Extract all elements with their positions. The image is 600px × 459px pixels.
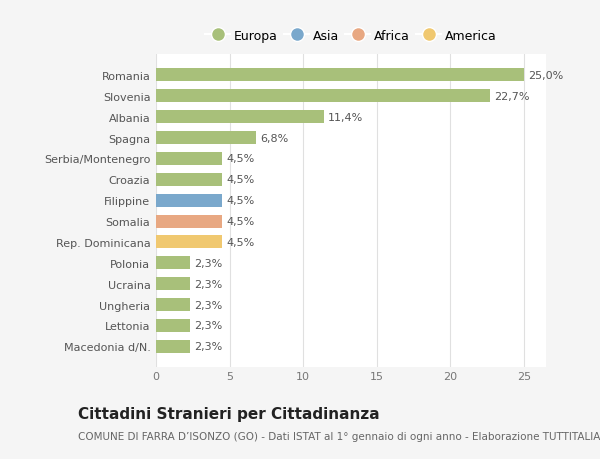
Text: 6,8%: 6,8% (260, 133, 289, 143)
Bar (156, 174, 222, 186)
Text: 4,5%: 4,5% (227, 196, 255, 206)
Bar (156, 215, 222, 228)
Text: 2,3%: 2,3% (194, 300, 223, 310)
Text: 22,7%: 22,7% (494, 91, 530, 101)
Legend: Europa, Asia, Africa, America: Europa, Asia, Africa, America (203, 27, 499, 45)
Bar (156, 132, 256, 145)
Text: 2,3%: 2,3% (194, 321, 223, 331)
Text: 2,3%: 2,3% (194, 341, 223, 352)
Bar (156, 152, 222, 166)
Bar (156, 69, 524, 82)
Bar (156, 194, 222, 207)
Text: 25,0%: 25,0% (529, 71, 563, 81)
Bar (156, 298, 190, 311)
Text: 2,3%: 2,3% (194, 258, 223, 268)
Bar (156, 319, 190, 332)
Bar (156, 236, 222, 249)
Bar (156, 111, 324, 124)
Bar (156, 340, 190, 353)
Text: 4,5%: 4,5% (227, 217, 255, 227)
Text: COMUNE DI FARRA D’ISONZO (GO) - Dati ISTAT al 1° gennaio di ogni anno - Elaboraz: COMUNE DI FARRA D’ISONZO (GO) - Dati IST… (78, 431, 600, 442)
Text: Cittadini Stranieri per Cittadinanza: Cittadini Stranieri per Cittadinanza (78, 406, 380, 421)
Bar (156, 278, 190, 291)
Bar (156, 90, 490, 103)
Text: 2,3%: 2,3% (194, 279, 223, 289)
Text: 4,5%: 4,5% (227, 175, 255, 185)
Text: 4,5%: 4,5% (227, 237, 255, 247)
Bar (156, 257, 190, 270)
Text: 4,5%: 4,5% (227, 154, 255, 164)
Text: 11,4%: 11,4% (328, 112, 364, 123)
